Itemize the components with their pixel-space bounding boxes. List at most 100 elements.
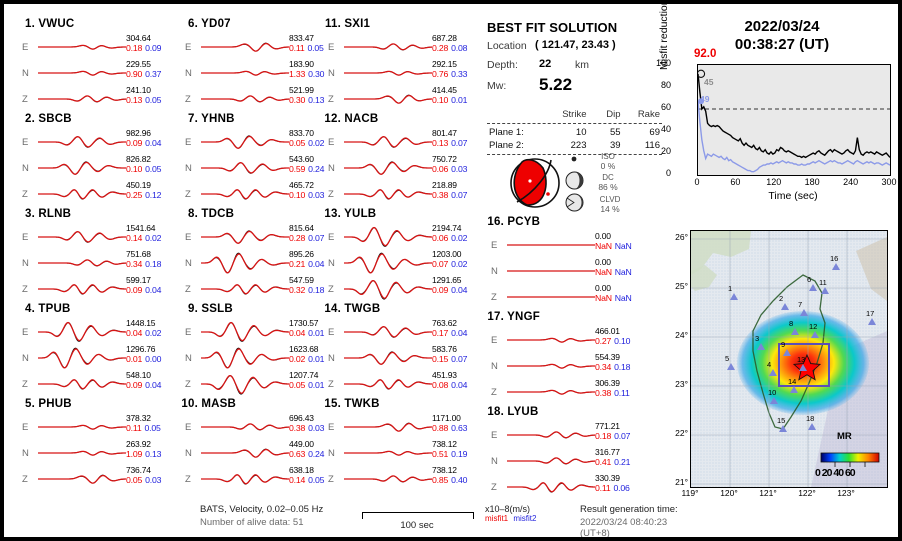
trace-misfits: 0.08 0.04: [432, 380, 467, 390]
station-block: 9. SSLB E 1730.57 0.04 0.01 N 1623.68 0.02 0.01 Z…: [181, 303, 356, 398]
trace-misfit2: 0.08: [451, 43, 468, 53]
station-number: 1.: [25, 18, 35, 30]
station-marker-label: 4: [767, 360, 772, 369]
trace-misfits: 0.13 0.07: [432, 138, 467, 148]
trace-misfits: 0.04 0.02: [126, 328, 161, 338]
waveform-plot: [38, 319, 127, 345]
trace-misfits: 0.88 0.63: [432, 423, 467, 433]
station-marker[interactable]: [811, 331, 819, 338]
station-marker[interactable]: [727, 363, 735, 370]
trace-row: Z 330.39 0.11 0.06: [487, 473, 662, 500]
waveform-plot: [344, 466, 433, 492]
station-marker[interactable]: [783, 349, 791, 356]
chart-xtick: 300: [881, 177, 897, 187]
station-marker[interactable]: [868, 318, 876, 325]
chart-plot-area: [696, 64, 891, 176]
trace-amplitude: 183.90: [289, 59, 314, 69]
trace-misfits: 0.18 0.09: [126, 43, 161, 53]
station-block: 16. PCYB E 0.00 NaN NaN N 0.00 NaN NaN Z 0.00 NaN Na…: [487, 216, 662, 311]
map-lat-label: 21°: [675, 477, 688, 487]
station-marker[interactable]: [730, 293, 738, 300]
waveform-plot: [344, 250, 433, 276]
trace-misfit1: 0.90: [126, 69, 143, 79]
component-label: Z: [22, 379, 28, 390]
trace-misfit1: 1.33: [289, 69, 306, 79]
station-title: 13. YULB: [324, 208, 499, 220]
waveform-plot: [38, 155, 126, 181]
epicenter-star: [792, 353, 822, 381]
trace-misfit1: 0.17: [432, 328, 449, 338]
station-number: 16.: [487, 216, 504, 228]
station-marker[interactable]: [790, 386, 798, 393]
trace-misfits: 0.06 0.03: [432, 164, 467, 174]
trace-misfit1: 0.28: [432, 43, 449, 53]
synthetic-trace: [38, 231, 127, 243]
station-number: 8.: [188, 208, 198, 220]
waveform-plot: [201, 224, 289, 250]
event-time: 00:38:27 (UT): [734, 35, 830, 53]
trace-row: N 826.82 0.10 0.05: [18, 154, 193, 181]
waveform-plot: [38, 129, 127, 155]
trace-amplitude: 826.82: [126, 154, 151, 164]
station-marker[interactable]: [781, 303, 789, 310]
station-marker-label: 9: [781, 340, 786, 349]
synthetic-trace: [344, 253, 432, 274]
station-marker[interactable]: [791, 328, 799, 335]
synthetic-trace: [201, 189, 290, 200]
trace-misfit2: 0.05: [308, 475, 325, 485]
waveform-plot: [38, 440, 127, 466]
component-label: N: [491, 361, 498, 372]
component-label: E: [328, 42, 335, 53]
station-block: 17. YNGF E 466.01 0.27 0.10 N 554.39 0.34 0.18 Z 3…: [487, 311, 662, 406]
synthetic-trace: [344, 161, 432, 175]
synthetic-trace: [201, 375, 290, 394]
station-title: 3. RLNB: [18, 208, 193, 220]
trace-misfits: 0.11 0.05: [289, 43, 324, 53]
waveform-plot: [507, 474, 596, 500]
trace-row: E 378.32 0.11 0.05: [18, 413, 193, 440]
trace-amplitude: 554.39: [595, 352, 620, 362]
station-marker[interactable]: [800, 309, 808, 316]
trace-row: N 895.26 0.21 0.04: [181, 249, 356, 276]
station-code: RLNB: [35, 208, 72, 220]
station-marker[interactable]: [779, 425, 787, 432]
table-row: Plane 1: 10 55 69: [487, 126, 662, 139]
synthetic-trace: [38, 70, 127, 76]
map-canvas[interactable]: MR 0 20 40 60 1 2 3 4 5 6 7 8 9 10 11 12 13 14 15 16 17 1…: [690, 230, 888, 488]
trace-misfit1: 0.04: [126, 328, 143, 338]
trace-misfit1: 0.34: [126, 259, 143, 269]
station-marker[interactable]: [808, 423, 816, 430]
trace-misfit2: 0.33: [451, 69, 468, 79]
chart-series-svg: [696, 69, 891, 173]
station-marker[interactable]: [769, 369, 777, 376]
trace-misfit1: 0.04: [289, 328, 306, 338]
station-marker[interactable]: [799, 364, 807, 371]
trace-amplitude: 1623.68: [289, 344, 319, 354]
trace-amplitude: 736.74: [126, 465, 151, 475]
station-marker[interactable]: [809, 284, 817, 291]
chart-anno-49: 49: [700, 94, 710, 104]
col-dip: Dip: [606, 109, 621, 120]
trace-misfits: 0.09 0.04: [432, 285, 467, 295]
trace-group: E 815.64 0.28 0.07 N 895.26 0.21 0.04 Z 547.59 0.3…: [181, 223, 356, 302]
amplitude-unit-text: x10–8(m/s): [485, 504, 531, 514]
station-title: 6. YD07: [181, 18, 356, 30]
trace-misfits: 1.09 0.13: [126, 449, 161, 459]
trace-misfit2: 0.04: [451, 380, 468, 390]
component-label: N: [22, 448, 29, 459]
trace-amplitude: 750.72: [432, 154, 457, 164]
trace-misfit2: 0.18: [614, 362, 631, 372]
trace-misfit1: 0.63: [289, 449, 306, 459]
station-marker[interactable]: [821, 287, 829, 294]
trace-misfits: 0.05 0.01: [289, 380, 324, 390]
synthetic-trace: [38, 161, 126, 175]
station-marker[interactable]: [770, 397, 778, 404]
trace-misfit1: 0.38: [595, 388, 612, 398]
synthetic-trace: [344, 226, 433, 247]
station-marker[interactable]: [757, 343, 765, 350]
waveform-plot: [507, 232, 595, 258]
trace-misfit1: NaN: [595, 241, 612, 251]
trace-row: E 304.64 0.18 0.09: [18, 33, 193, 60]
trace-amplitude: 0.00: [595, 283, 611, 293]
station-marker[interactable]: [832, 263, 840, 270]
